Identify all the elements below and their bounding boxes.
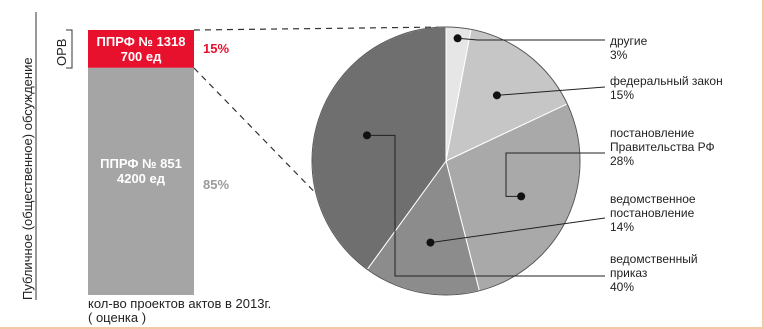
legend-federal-law: федеральный закон 15% xyxy=(610,74,760,102)
bar-percent-ppf1318: 15% xyxy=(203,41,230,56)
legend-government-decree-label-1: постановление xyxy=(610,126,695,140)
leader-line-2 xyxy=(505,152,605,197)
bar-rect-0 xyxy=(88,30,194,68)
leader-line-1 xyxy=(496,86,606,96)
bar-segment-ppf1318: ППРФ № 1318 700 ед xyxy=(88,30,194,68)
legend-government-decree-label-2: Правительства РФ xyxy=(610,140,715,154)
connector-bottom xyxy=(193,67,367,246)
legend-departmental-order-label-1: ведомственный xyxy=(610,252,698,266)
bar-percent-ppf851: 85% xyxy=(203,177,230,192)
legend-departmental-decree-label-1: ведомственное xyxy=(610,192,696,206)
orv-label: ОРВ xyxy=(54,38,69,66)
legend-federal-law-value: 15% xyxy=(610,88,635,102)
bar-title-ppf851: ППРФ № 851 xyxy=(100,156,182,171)
legend-departmental-order-value: 40% xyxy=(610,280,635,294)
left-axis-label: Публичное (общественное) обсуждение xyxy=(20,57,35,300)
legend-departmental-order-label-2: приказ xyxy=(610,266,648,280)
bar-title-ppf1318: ППРФ № 1318 xyxy=(96,34,186,49)
legend-departmental-decree-label-2: постановление xyxy=(610,206,695,220)
legend-departmental-order: ведомственный приказ 40% xyxy=(610,252,760,294)
bar-rect-1 xyxy=(88,67,194,295)
footnote: кол-во проектов актов в 2013г. ( оценка … xyxy=(88,297,348,325)
legend-other-label: другие xyxy=(610,34,648,48)
pie-dot-3 xyxy=(426,238,435,247)
footnote-line-1: кол-во проектов актов в 2013г. xyxy=(88,296,272,311)
pie-outline xyxy=(311,26,581,296)
bar-segment-ppf851: ППРФ № 851 4200 ед xyxy=(88,68,194,295)
legend-federal-law-label: федеральный закон xyxy=(610,74,723,88)
pie-dot-4 xyxy=(362,131,371,140)
legend-government-decree-value: 28% xyxy=(610,154,635,168)
legend-other: другие 3% xyxy=(610,34,760,62)
footnote-line-2: ( оценка ) xyxy=(88,310,147,325)
pie-dot-0 xyxy=(453,34,462,43)
legend-government-decree: постановление Правительства РФ 28% xyxy=(610,126,760,168)
legend-departmental-decree: ведомственное постановление 14% xyxy=(610,192,760,234)
connector-top xyxy=(193,26,447,31)
leader-line-0 xyxy=(457,37,605,41)
pie-dot-1 xyxy=(492,91,501,100)
leader-line-3 xyxy=(430,217,606,244)
leader-line-4 xyxy=(366,134,605,277)
bar-count-ppf1318: 700 ед xyxy=(120,49,162,64)
legend-other-value: 3% xyxy=(610,48,628,62)
pie-dot-2 xyxy=(517,192,526,201)
bar-count-ppf851: 4200 ед xyxy=(116,171,165,186)
orv-bracket xyxy=(66,29,73,69)
legend-departmental-decree-value: 14% xyxy=(610,220,635,234)
